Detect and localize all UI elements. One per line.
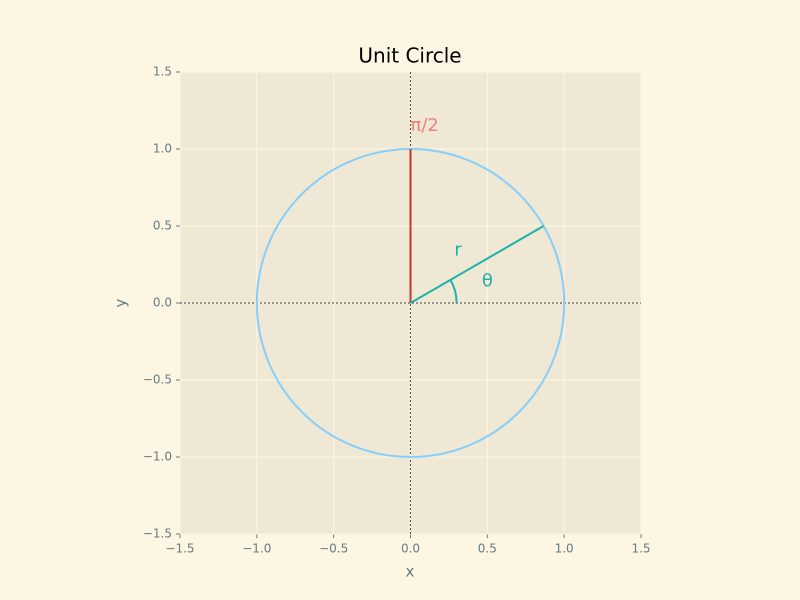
- x-axis-label: x: [406, 563, 415, 581]
- annotation: r: [454, 240, 462, 261]
- y-tick-label: −0.5: [143, 373, 172, 387]
- x-tick-label: −1.5: [165, 542, 194, 556]
- y-tick-label: 0.5: [153, 219, 172, 233]
- x-tick-label: 1.0: [555, 542, 574, 556]
- annotation: π/2: [411, 115, 439, 136]
- x-tick-label: 0.5: [478, 542, 497, 556]
- x-tick-label: 0.0: [401, 542, 420, 556]
- y-tick-label: −1.0: [143, 450, 172, 464]
- annotation: θ: [482, 270, 493, 291]
- y-tick-label: 0.0: [153, 296, 172, 310]
- y-axis-label: y: [112, 298, 130, 307]
- x-tick-label: −1.0: [242, 542, 271, 556]
- x-tick-label: −0.5: [319, 542, 348, 556]
- chart-title: Unit Circle: [358, 44, 461, 68]
- y-tick-label: 1.5: [153, 65, 172, 79]
- x-tick-label: 1.5: [631, 542, 650, 556]
- y-tick-label: 1.0: [153, 142, 172, 156]
- radius-line: [409, 225, 545, 304]
- y-tick-label: −1.5: [143, 527, 172, 541]
- angle-arc: [449, 279, 458, 304]
